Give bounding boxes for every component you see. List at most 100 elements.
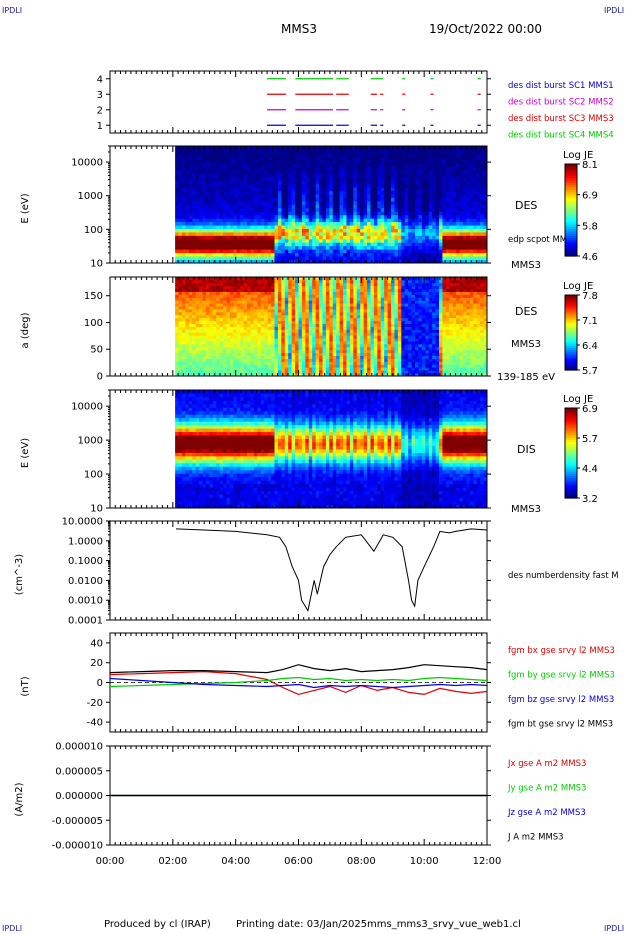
heatmap-cell bbox=[277, 329, 282, 333]
heatmap-cell bbox=[195, 335, 200, 339]
heatmap-cell bbox=[411, 201, 416, 205]
heatmap-cell bbox=[274, 343, 279, 348]
heatmap-cell bbox=[233, 228, 238, 233]
heatmap-cell bbox=[380, 152, 385, 157]
heatmap-cell bbox=[209, 170, 214, 174]
heatmap-cell bbox=[349, 232, 354, 236]
heatmap-cell bbox=[175, 323, 179, 327]
heatmap-cell bbox=[291, 197, 296, 202]
heatmap-cell bbox=[264, 288, 269, 292]
heatmap-cell bbox=[240, 249, 245, 254]
heatmap-cell bbox=[312, 320, 317, 324]
heatmap-cell bbox=[240, 187, 245, 192]
heatmap-cell bbox=[202, 180, 207, 185]
heatmap-cell bbox=[295, 326, 299, 330]
heatmap-cell bbox=[202, 201, 207, 205]
heatmap-cell bbox=[209, 232, 214, 236]
heatmap-cell bbox=[442, 194, 447, 199]
heatmap-cell bbox=[391, 170, 395, 174]
heatmap-cell bbox=[212, 303, 217, 307]
heatmap-cell bbox=[209, 173, 214, 178]
heatmap-cell bbox=[277, 277, 282, 281]
heatmap-cell bbox=[175, 306, 179, 310]
heatmap-cell bbox=[394, 194, 399, 199]
heatmap-cell bbox=[322, 173, 327, 178]
heatmap-cell bbox=[236, 303, 241, 307]
heatmap-cell bbox=[329, 166, 334, 171]
heatmap-cell bbox=[432, 249, 436, 254]
heatmap-cell bbox=[181, 159, 186, 164]
heatmap-cell bbox=[188, 201, 193, 205]
heatmap-cell bbox=[295, 352, 299, 357]
heatmap-cell bbox=[199, 176, 203, 181]
heatmap-cell bbox=[264, 159, 269, 164]
heatmap-cell bbox=[397, 221, 402, 226]
heatmap-cell bbox=[181, 146, 186, 150]
heatmap-cell bbox=[178, 214, 183, 219]
heatmap-cell bbox=[178, 309, 183, 313]
heatmap-cell bbox=[284, 190, 289, 195]
heatmap-cell bbox=[404, 235, 409, 240]
heatmap-cell bbox=[404, 249, 409, 254]
heatmap-cell bbox=[425, 228, 430, 233]
heatmap-cell bbox=[435, 256, 440, 260]
heatmap-cell bbox=[257, 346, 262, 351]
heatmap-cell bbox=[459, 235, 464, 240]
heatmap-cell bbox=[175, 355, 179, 359]
heatmap-cell bbox=[404, 252, 409, 257]
heatmap-cell bbox=[257, 355, 262, 359]
heatmap-cell bbox=[397, 238, 402, 243]
heatmap-cell bbox=[322, 358, 327, 362]
heatmap-cell bbox=[209, 332, 214, 336]
heatmap-cell bbox=[240, 303, 245, 307]
heatmap-cell bbox=[291, 326, 296, 330]
heatmap-cell bbox=[373, 256, 378, 260]
heatmap-cell bbox=[202, 314, 207, 319]
heatmap-cell bbox=[421, 183, 426, 188]
heatmap-cell bbox=[356, 256, 361, 260]
heatmap-cell bbox=[178, 173, 183, 178]
heatmap-cell bbox=[469, 149, 474, 154]
heatmap-cell bbox=[315, 156, 320, 161]
heatmap-cell bbox=[188, 180, 193, 185]
heatmap-cell bbox=[425, 232, 430, 236]
heatmap-cell bbox=[349, 152, 354, 157]
heatmap-cell bbox=[312, 341, 317, 345]
heatmap-cell bbox=[264, 214, 269, 219]
heatmap-cell bbox=[295, 190, 299, 195]
heatmap-cell bbox=[271, 338, 275, 342]
heatmap-cell bbox=[188, 335, 193, 339]
heatmap-cell bbox=[226, 332, 231, 336]
heatmap-cell bbox=[247, 259, 251, 264]
heatmap-cell bbox=[343, 235, 347, 240]
heatmap-cell bbox=[397, 259, 402, 264]
heatmap-cell bbox=[267, 370, 272, 374]
heatmap-cell bbox=[343, 180, 347, 185]
heatmap-cell bbox=[260, 294, 265, 298]
heatmap-cell bbox=[216, 370, 221, 374]
heatmap-cell bbox=[319, 173, 323, 178]
heatmap-cell bbox=[442, 183, 447, 188]
heatmap-cell bbox=[346, 197, 351, 202]
heatmap-cell bbox=[233, 349, 238, 354]
heatmap-cell bbox=[329, 225, 334, 229]
heatmap-cell bbox=[260, 180, 265, 185]
heatmap-cell bbox=[212, 323, 217, 327]
heatmap-cell bbox=[401, 194, 406, 199]
heatmap-cell bbox=[308, 361, 313, 365]
heatmap-cell bbox=[243, 163, 248, 168]
heatmap-cell bbox=[281, 282, 286, 287]
heatmap-cell bbox=[277, 176, 282, 181]
heatmap-cell bbox=[329, 204, 334, 209]
heatmap-cell bbox=[260, 306, 265, 310]
heatmap-cell bbox=[384, 173, 389, 178]
heatmap-cell bbox=[288, 297, 293, 301]
heatmap-cell bbox=[322, 197, 327, 202]
heatmap-cell bbox=[432, 256, 436, 260]
heatmap-cell bbox=[483, 259, 488, 264]
heatmap-cell bbox=[216, 323, 221, 327]
heatmap-cell bbox=[178, 163, 183, 168]
heatmap-cell bbox=[229, 252, 234, 257]
heatmap-cell bbox=[209, 294, 214, 298]
heatmap-cell bbox=[442, 242, 447, 247]
